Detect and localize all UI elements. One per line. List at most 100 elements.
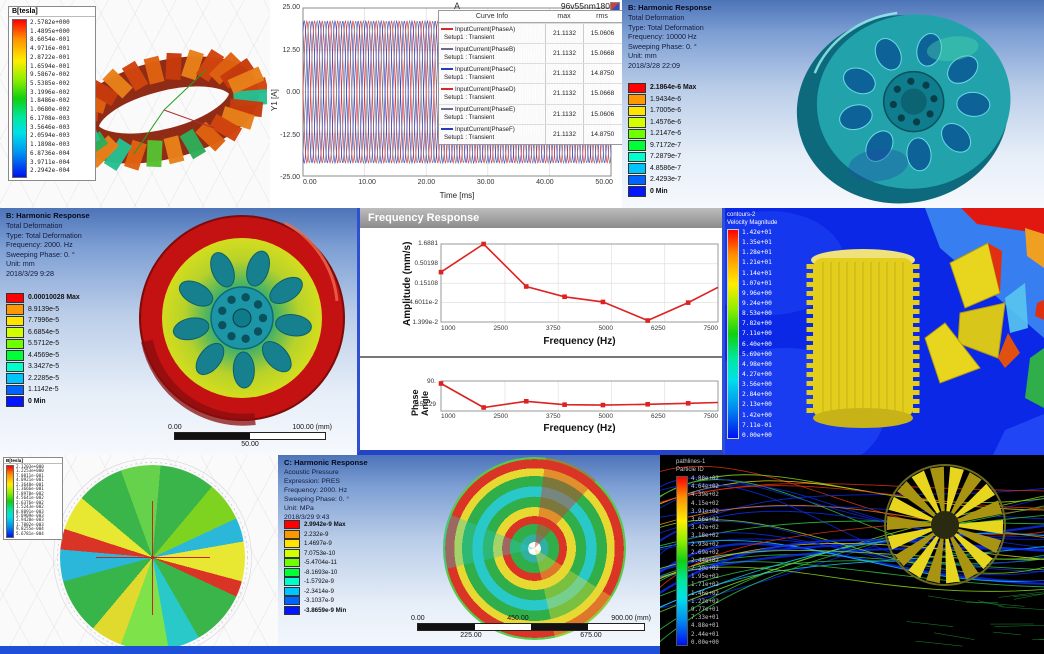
header-line: Frequency: 2000. Hz bbox=[284, 487, 348, 495]
header-line: Acoustic Pressure bbox=[284, 469, 339, 477]
pressure-legend: 2.9942e-9 Max 2.232e-9 1.4697e-9 7.0753e-10… bbox=[284, 520, 346, 615]
colorbar bbox=[676, 476, 688, 646]
legend-value: 5.69e+00 bbox=[742, 350, 772, 358]
legend-value: 1.4576e-6 bbox=[650, 118, 682, 126]
legend-row: 2.9942e-9 Max bbox=[284, 520, 346, 530]
header-line: Type: Total Deformation bbox=[6, 230, 82, 240]
curve-color-swatch bbox=[441, 128, 453, 131]
curve-name: InputCurrent(PhaseE) bbox=[455, 106, 516, 113]
curve-color-swatch bbox=[441, 108, 453, 111]
legend-row: 2.4293e-7 bbox=[628, 174, 696, 186]
acoustic-disc-render bbox=[443, 457, 626, 640]
deformation-legend: 2.1864e-6 Max 1.9434e-6 1.7005e-6 1.4576e-6… bbox=[628, 82, 696, 197]
legend-value: 4.98e+00 bbox=[742, 360, 772, 368]
legend-title: B[tesla] bbox=[9, 7, 95, 17]
legend-color-chip bbox=[628, 105, 646, 116]
legend-value: 4.88e+01 bbox=[691, 623, 719, 630]
amplitude-ticks: 1.6881 0.50198 0.15108 4.6011e-2 1.399e-2 bbox=[396, 240, 438, 326]
legend-value: 1.46e+02 bbox=[691, 590, 719, 597]
legend-color-chip bbox=[6, 350, 24, 361]
legend-value: -3.8659e-9 Min bbox=[304, 606, 347, 614]
legend-color-chip bbox=[628, 94, 646, 105]
legend-value: 2.13e+00 bbox=[742, 401, 772, 409]
velocity-legend: contours-2 Velocity Magnitude 1.42e+01 1.3… bbox=[727, 212, 777, 439]
window-title: Frequency Response bbox=[368, 212, 480, 224]
frequency-tick: 3750 bbox=[546, 325, 561, 332]
ruler-end: 100.00 (mm) bbox=[292, 424, 332, 431]
legend-value: 1.22e+02 bbox=[691, 598, 719, 605]
legend-values: 4.88e+02 4.64e+02 4.39e+02 4.15e+02 3.91e+02… bbox=[691, 476, 719, 646]
legend-value: 4.27e+00 bbox=[742, 370, 772, 378]
legend-row: 4.4569e-5 bbox=[6, 350, 80, 362]
curve-color-swatch bbox=[441, 27, 453, 30]
legend-color-chip bbox=[284, 577, 300, 587]
legend-value: 2.6376e-002 bbox=[16, 499, 44, 505]
header-line: C: Harmonic Response bbox=[284, 458, 368, 467]
deformed-wheel-render bbox=[139, 215, 345, 426]
curve-rms: 14.8750 bbox=[583, 64, 621, 84]
legend-value: 3.56e+00 bbox=[742, 381, 772, 389]
legend-value: 4.9716e-001 bbox=[30, 45, 70, 53]
panel-cfd-velocity-contours: contours-2 Velocity Magnitude 1.42e+01 1.3… bbox=[725, 208, 1044, 455]
legend-value: 2.2942e-004 bbox=[30, 167, 70, 175]
construction-overlay bbox=[53, 458, 252, 654]
frequency-tick: 6250 bbox=[651, 325, 666, 332]
legend-color-chip bbox=[6, 384, 24, 395]
legend-value: 1.07e+01 bbox=[742, 279, 772, 287]
y-axis-ticks: 25.00 12.50 0.00 -12.50 -25.00 bbox=[274, 4, 300, 181]
legend-row: 3.3427e-5 bbox=[6, 361, 80, 373]
legend-title: B[tesla] bbox=[4, 458, 62, 464]
legend-values: 1.42e+01 1.35e+01 1.28e+01 1.21e+01 1.14e+01… bbox=[742, 229, 772, 439]
scale-ruler: 0.00 450.00 900.00 (mm) 225.00 675.00 bbox=[411, 615, 651, 639]
field-colorbar-legend: B[tesla] 2.5782e+000 1.4895e+000 8.6054e-0… bbox=[8, 6, 96, 181]
legend-value: 1.2147e-6 bbox=[650, 130, 682, 138]
curve-setup: Setup1 : Transient bbox=[444, 134, 495, 142]
header-line: 2018/3/29 9:43 bbox=[284, 514, 330, 522]
legend-value: 8.6054e-001 bbox=[30, 36, 70, 44]
curve-max: 21.1132 bbox=[545, 104, 583, 124]
legend-value: 9.96e+00 bbox=[742, 289, 772, 297]
legend-values: 2.5782e+000 1.4895e+000 8.6054e-001 4.9716e… bbox=[30, 19, 70, 178]
header-line: Total Deformation bbox=[6, 221, 63, 231]
legend-row: 4.8586e-7 bbox=[628, 163, 696, 175]
x-axis-ticks: 0.00 10.00 20.00 30.00 40.00 50.00 bbox=[303, 179, 613, 186]
legend-value: 9.77e+01 bbox=[691, 607, 719, 613]
legend-row: 7.0753e-10 bbox=[284, 548, 346, 559]
legend-value: -3.1037e-9 bbox=[304, 597, 334, 605]
y-tick-label: -12.50 bbox=[280, 131, 300, 139]
cfd-contour-render bbox=[725, 208, 1044, 455]
panel-maxwell-stator-3d: B[tesla] 2.5782e+000 1.4895e+000 8.6054e-0… bbox=[0, 0, 270, 208]
curve-setup: Setup1 : Transient bbox=[444, 73, 495, 81]
curve-info-row: InputCurrent(PhaseA) Setup1 : Transient 21… bbox=[439, 23, 622, 44]
rms-col: rms bbox=[596, 13, 608, 20]
legend-row: 1.1142e-5 bbox=[6, 384, 80, 396]
window-title-bar[interactable]: Frequency Response bbox=[360, 208, 722, 228]
legend-value: 5.5712e-5 bbox=[28, 340, 60, 348]
header-line: B: Harmonic Response bbox=[6, 211, 90, 220]
legend-color-chip bbox=[6, 338, 24, 349]
legend-color-chip bbox=[6, 304, 24, 315]
legend-value: 9.24e+00 bbox=[742, 299, 772, 307]
legend-color-chip bbox=[6, 396, 24, 407]
y-tick-label: -25.00 bbox=[280, 174, 300, 181]
legend-color-chip bbox=[6, 292, 24, 303]
legend-value: 2.93e+02 bbox=[691, 541, 719, 548]
legend-row: -8.1693e-10 bbox=[284, 567, 346, 578]
amplitude-tick: 4.6011e-2 bbox=[409, 299, 438, 307]
legend-value: 7.11e+00 bbox=[742, 330, 772, 338]
legend-color-chip bbox=[284, 558, 300, 568]
legend-row: 1.9434e-6 bbox=[628, 94, 696, 106]
x-tick-label: 40.00 bbox=[536, 179, 554, 186]
ruler-label: 225.00 bbox=[460, 632, 482, 639]
legend-row: 1.4576e-6 bbox=[628, 117, 696, 129]
legend-color-chip bbox=[6, 327, 24, 338]
legend-color-chip bbox=[628, 140, 646, 151]
legend-value: 2.8722e-001 bbox=[30, 53, 70, 61]
frequency-tick: 3750 bbox=[546, 413, 561, 420]
ruler-label: 675.00 bbox=[580, 632, 602, 639]
ruler-bottom-labels: 225.00 675.00 bbox=[411, 632, 651, 639]
phase-tick-top: 90. bbox=[426, 378, 436, 385]
legend-value: 3.18e+02 bbox=[691, 533, 719, 540]
legend-row: 0.00010028 Max bbox=[6, 292, 80, 304]
model-label: 96v55nm180 bbox=[560, 1, 610, 11]
